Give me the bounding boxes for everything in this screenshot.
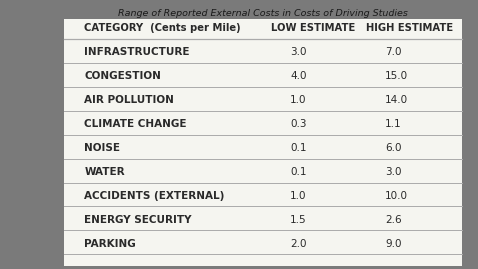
Text: ACCIDENTS (EXTERNAL): ACCIDENTS (EXTERNAL): [84, 191, 225, 201]
Text: LOW ESTIMATE: LOW ESTIMATE: [271, 23, 355, 33]
Text: CONGESTION: CONGESTION: [84, 71, 161, 81]
Text: 1.5: 1.5: [290, 215, 306, 225]
Text: Range of Reported External Costs in Costs of Driving Studies: Range of Reported External Costs in Cost…: [118, 9, 408, 18]
Text: 14.0: 14.0: [385, 95, 408, 105]
FancyBboxPatch shape: [65, 19, 462, 266]
Text: 3.0: 3.0: [290, 47, 306, 57]
Text: ENERGY SECURITY: ENERGY SECURITY: [84, 215, 192, 225]
Text: 2.6: 2.6: [385, 215, 402, 225]
Text: 1.0: 1.0: [290, 95, 306, 105]
Text: 4.0: 4.0: [290, 71, 306, 81]
Text: 1.0: 1.0: [290, 191, 306, 201]
Text: INFRASTRUCTURE: INFRASTRUCTURE: [84, 47, 190, 57]
Text: 0.1: 0.1: [290, 167, 306, 177]
Text: 7.0: 7.0: [385, 47, 402, 57]
Text: 6.0: 6.0: [385, 143, 402, 153]
Text: 0.3: 0.3: [290, 119, 306, 129]
Text: NOISE: NOISE: [84, 143, 120, 153]
Text: PARKING: PARKING: [84, 239, 136, 249]
Text: 2.0: 2.0: [290, 239, 306, 249]
Text: HIGH ESTIMATE: HIGH ESTIMATE: [366, 23, 453, 33]
Text: WATER: WATER: [84, 167, 125, 177]
Text: 0.1: 0.1: [290, 143, 306, 153]
Text: CLIMATE CHANGE: CLIMATE CHANGE: [84, 119, 187, 129]
Text: 1.1: 1.1: [385, 119, 402, 129]
Text: AIR POLLUTION: AIR POLLUTION: [84, 95, 174, 105]
Text: 9.0: 9.0: [385, 239, 402, 249]
Text: 15.0: 15.0: [385, 71, 408, 81]
Text: 10.0: 10.0: [385, 191, 408, 201]
Text: CATEGORY  (Cents per Mile): CATEGORY (Cents per Mile): [84, 23, 241, 33]
Text: 3.0: 3.0: [385, 167, 402, 177]
